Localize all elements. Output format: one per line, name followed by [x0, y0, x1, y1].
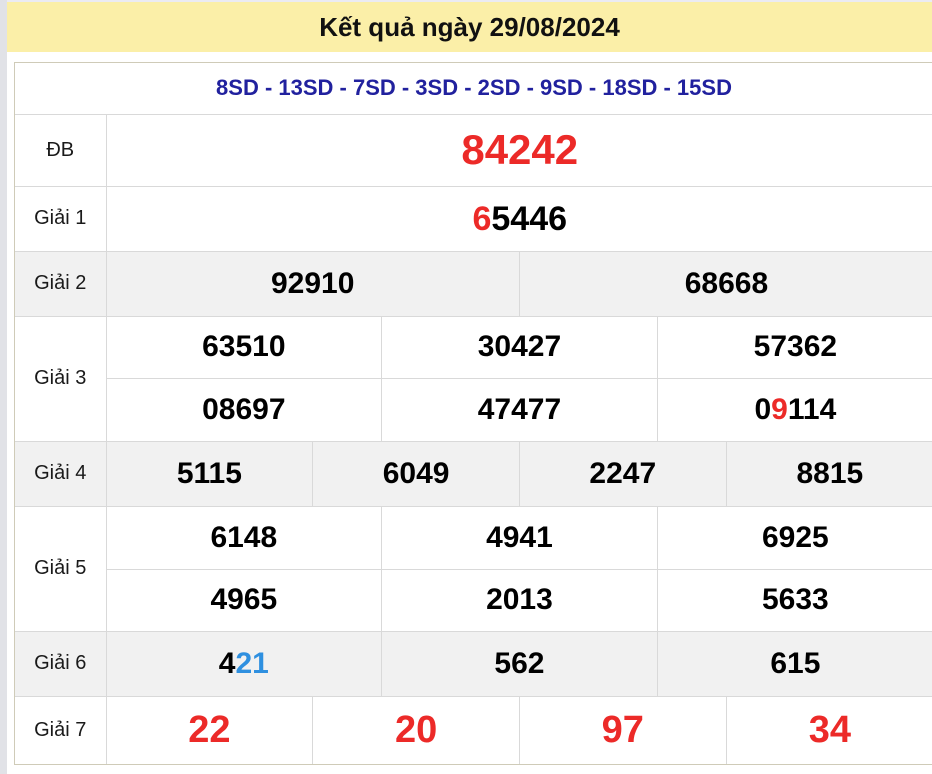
- prize-label-g2: Giải 2: [14, 250, 107, 317]
- g1-highlight-digit: 6: [472, 199, 492, 238]
- prize-g3-value-5: 47477: [381, 377, 658, 442]
- g6-pre-digit: 4: [218, 646, 236, 680]
- prize-g5-value-1: 6148: [105, 505, 383, 570]
- prize-g7-value-2: 20: [312, 695, 520, 765]
- page-left-edge: [0, 0, 7, 774]
- prize-label-g6: Giải 6: [14, 630, 107, 697]
- prize-g4-value-4: 8815: [725, 440, 932, 507]
- special-numbers-line: 8SD - 13SD - 7SD - 3SD - 2SD - 9SD - 18S…: [14, 62, 932, 115]
- table-row-g4: Giải 4 5115 6049 2247 8815: [14, 440, 932, 507]
- table-row-g1: Giải 1 65446: [14, 185, 932, 252]
- table-row-stats: 8SD - 13SD - 7SD - 3SD - 2SD - 9SD - 18S…: [14, 62, 932, 115]
- prize-g3-value-4: 08697: [105, 377, 383, 442]
- table-row-g7: Giải 7 22 20 97 34: [14, 695, 932, 765]
- prize-table: 8SD - 13SD - 7SD - 3SD - 2SD - 9SD - 18S…: [14, 62, 932, 765]
- prize-label-g4: Giải 4: [14, 440, 107, 507]
- prize-label-db: ĐB: [14, 113, 107, 187]
- prize-label-g1: Giải 1: [14, 185, 107, 252]
- table-row-g3-line1: Giải 3 63510 30427 57362: [14, 315, 932, 442]
- prize-label-g5: Giải 5: [14, 505, 107, 632]
- table-row-g6: Giải 6 421 562 615: [14, 630, 932, 697]
- prize-g6-value-3: 615: [656, 630, 932, 697]
- prize-label-g3: Giải 3: [14, 315, 107, 442]
- prize-g7-value-3: 97: [518, 695, 727, 765]
- prize-g3-value-2: 30427: [381, 315, 658, 379]
- g3-highlight-digit: 9: [771, 392, 788, 426]
- table-row-g5-line1: Giải 5 6148 4941 6925: [14, 505, 932, 632]
- page-top-edge: [0, 0, 932, 2]
- prize-label-g7: Giải 7: [14, 695, 107, 765]
- table-row-g5-line2: 4965 2013 5633: [15, 568, 932, 632]
- prize-g2-value-2: 68668: [518, 250, 932, 317]
- prize-g5-value-3: 6925: [656, 505, 932, 570]
- prize-g3-value-6: 09114: [656, 377, 932, 442]
- g3-post-digits: 114: [787, 392, 837, 426]
- prize-g5-value-5: 2013: [381, 568, 658, 632]
- prize-g3-value-1: 63510: [105, 315, 383, 379]
- page-title: Kết quả ngày 29/08/2024: [319, 11, 620, 42]
- prize-g6-value-2: 562: [381, 630, 658, 697]
- prize-g1-value: 65446: [105, 185, 932, 252]
- prize-g2-value-1: 92910: [105, 250, 520, 317]
- g3-pre-digits: 0: [754, 392, 772, 426]
- prize-g7-value-4: 34: [725, 695, 932, 765]
- table-row-g2: Giải 2 92910 68668: [14, 250, 932, 317]
- prize-g5-value-6: 5633: [656, 568, 932, 632]
- prize-g3-value-3: 57362: [656, 315, 932, 379]
- prize-g5-value-2: 4941: [381, 505, 658, 570]
- prize-g7-value-1: 22: [105, 695, 314, 765]
- prize-db-value: 84242: [105, 113, 932, 187]
- results-table-container: 8SD - 13SD - 7SD - 3SD - 2SD - 9SD - 18S…: [14, 62, 932, 765]
- results-header-banner: Kết quả ngày 29/08/2024: [7, 2, 932, 52]
- prize-g4-value-3: 2247: [518, 440, 727, 507]
- prize-g4-value-2: 6049: [312, 440, 520, 507]
- prize-g6-value-1: 421: [105, 630, 383, 697]
- prize-g5-value-4: 4965: [105, 568, 383, 632]
- g1-rest-digits: 5446: [491, 199, 568, 238]
- table-row-g3-line2: 08697 47477 09114: [15, 377, 932, 442]
- g6-highlight-digits: 21: [235, 646, 269, 680]
- prize-g4-value-1: 5115: [105, 440, 314, 507]
- table-row-db: ĐB 84242: [14, 113, 932, 187]
